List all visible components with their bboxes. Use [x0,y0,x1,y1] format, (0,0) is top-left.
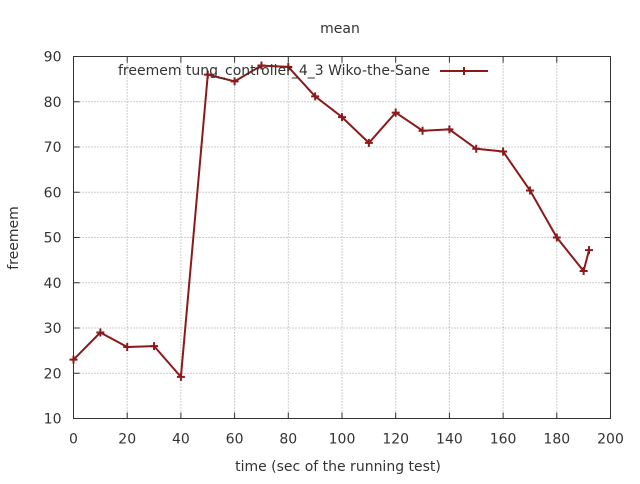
y-tick-label: 70 [44,140,62,156]
data-point [445,125,454,134]
data-point [525,186,534,195]
y-axis-label: freemem [6,206,22,270]
data-point [230,77,239,86]
y-tick-label: 60 [44,185,62,201]
data-point [203,70,212,79]
y-tick-label: 90 [44,50,62,66]
x-tick-label: 180 [543,432,570,448]
x-tick-label: 20 [118,432,136,448]
x-tick-label: 100 [329,432,356,448]
chart-title: mean [320,21,360,37]
y-tick-label: 50 [44,231,62,247]
data-point [585,246,594,255]
data-point [364,138,373,147]
data-point [552,233,561,242]
data-point [69,355,78,364]
x-tick-label: 0 [69,432,78,448]
data-point [472,144,481,153]
data-point [176,372,185,381]
y-tick-label: 20 [44,366,62,382]
y-tick-label: 10 [44,412,62,428]
y-tick-label: 30 [44,321,62,337]
x-tick-label: 40 [172,432,190,448]
data-point [123,343,132,352]
data-point [579,266,588,275]
axis-ticks: 0 20 40 60 80 100 120 140 160 180 200 10 20 30 40 50 60 7… [44,50,624,448]
data-point [391,108,400,117]
x-tick-label: 160 [490,432,517,448]
x-tick-label: 80 [279,432,297,448]
data-point [338,113,346,122]
series-line-0 [72,64,590,378]
x-tick-label: 120 [382,432,409,448]
grid [73,56,611,419]
x-tick-label: 140 [436,432,463,448]
data-point [311,92,320,101]
legend: freemem tung_controller_4_3 Wiko-the-San… [118,63,488,79]
y-tick-label: 40 [44,276,62,292]
data-point [150,342,159,351]
legend-label: freemem tung_controller_4_3 Wiko-the-San… [118,63,430,79]
legend-marker [460,67,468,75]
x-tick-label: 200 [597,432,624,448]
x-tick-label: 60 [226,432,244,448]
data-point [96,328,105,337]
data-point [418,126,427,135]
data-point [284,62,293,71]
series-layer [69,61,594,381]
data-point [257,61,266,70]
y-tick-label: 80 [44,95,62,111]
data-point [499,147,508,156]
x-axis-label: time (sec of the running test) [235,459,441,475]
